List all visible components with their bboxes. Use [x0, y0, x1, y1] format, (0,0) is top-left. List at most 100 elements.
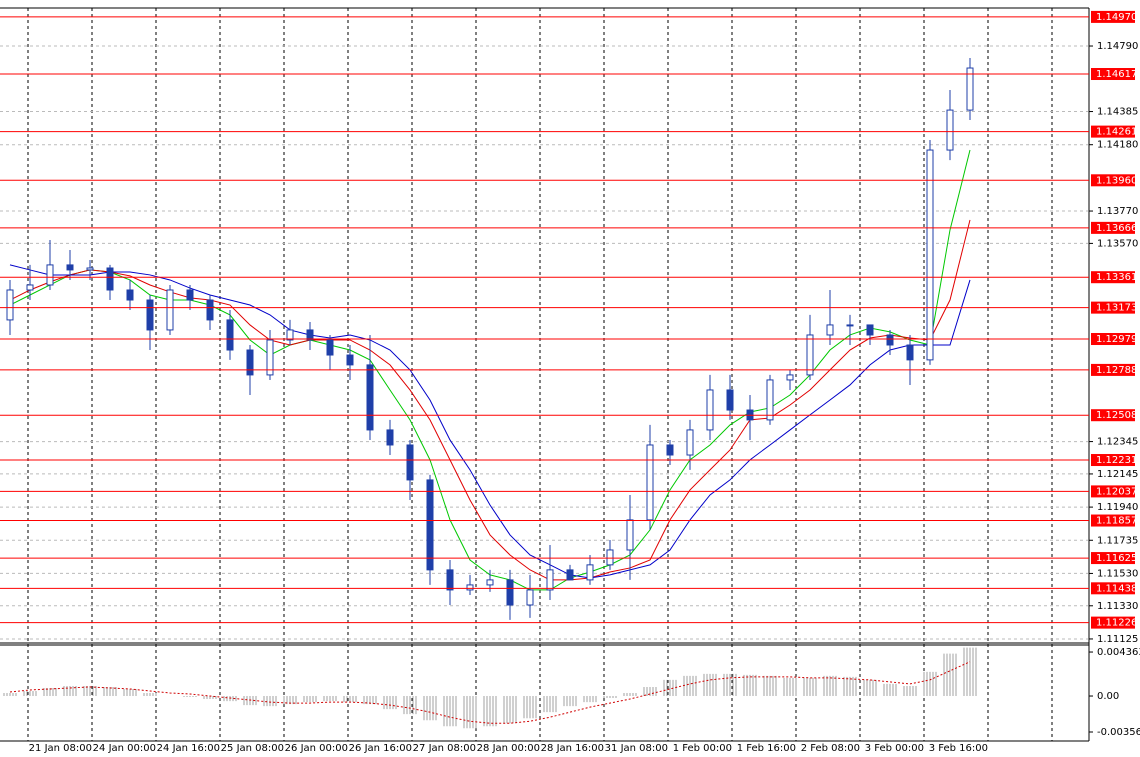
candle-body [166, 289, 174, 331]
osc-tick-label: 0.004363 [1097, 647, 1140, 658]
candle-body [226, 319, 234, 351]
level-label: 1.12508 [1096, 410, 1137, 421]
candle-body [826, 324, 834, 336]
x-tick-label: 24 Jan 00:00 [93, 743, 156, 754]
candle-body [786, 374, 794, 381]
y-tick-label: 1.14385 [1097, 107, 1138, 118]
candle-body [46, 264, 54, 286]
candle-body [26, 284, 34, 291]
candle-body [6, 289, 14, 321]
level-label-box [1091, 514, 1135, 527]
candle-body [106, 267, 114, 291]
level-label-box [1091, 174, 1135, 187]
y-tick-label: 1.14790 [1097, 41, 1138, 52]
level-label: 1.13960 [1096, 175, 1137, 186]
level-label-box [1091, 333, 1135, 346]
x-tick-label: 21 Jan 08:00 [29, 743, 92, 754]
candle-body [426, 479, 434, 571]
candle-body [246, 349, 254, 376]
x-tick-label: 1 Feb 16:00 [737, 743, 796, 754]
level-label-box [1091, 125, 1135, 138]
level-label: 1.14261 [1096, 127, 1137, 138]
level-label: 1.12037 [1096, 486, 1137, 497]
candle-body [346, 354, 354, 366]
candle-body [886, 334, 894, 346]
candle-body [706, 389, 714, 431]
x-tick-label: 28 Jan 16:00 [541, 743, 604, 754]
candle-body [266, 339, 274, 376]
candle-body [526, 589, 534, 606]
candle-body [326, 339, 334, 356]
candle-body [946, 109, 954, 151]
level-label-box [1091, 454, 1135, 467]
level-label: 1.12231 [1096, 455, 1137, 466]
level-label-box [1091, 409, 1135, 422]
candle-body [386, 429, 394, 446]
y-tick-label: 1.11940 [1097, 502, 1138, 513]
level-label-box [1091, 485, 1135, 498]
level-label-box [1091, 221, 1135, 234]
y-tick-label: 1.11330 [1097, 601, 1138, 612]
candle-body [406, 444, 414, 481]
x-tick-label: 1 Feb 00:00 [673, 743, 732, 754]
level-label: 1.13173 [1096, 303, 1137, 314]
x-tick-label: 24 Jan 16:00 [157, 743, 220, 754]
candle-body [906, 344, 914, 361]
candle-body [866, 324, 874, 336]
osc-tick-label: -0.003568 [1097, 727, 1140, 738]
x-tick-label: 26 Jan 16:00 [349, 743, 412, 754]
y-tick-label: 1.11125 [1097, 634, 1138, 645]
signal-line [9, 661, 971, 724]
y-tick-label: 1.12145 [1097, 469, 1138, 480]
level-label: 1.11625 [1096, 553, 1137, 564]
candle-body [646, 444, 654, 521]
x-tick-label: 26 Jan 00:00 [285, 743, 348, 754]
candle-body [606, 549, 614, 566]
level-label-box [1091, 582, 1135, 595]
level-label: 1.12788 [1096, 365, 1137, 376]
level-label: 1.12979 [1096, 334, 1137, 345]
level-label: 1.14970 [1096, 12, 1137, 23]
candle-body [446, 569, 454, 591]
candle-body [366, 364, 374, 431]
y-tick-label: 1.13770 [1097, 206, 1138, 217]
candle-body [506, 579, 514, 606]
candle-body [206, 299, 214, 321]
x-tick-label: 3 Feb 16:00 [929, 743, 988, 754]
candle-body [806, 334, 814, 376]
level-label-box [1091, 552, 1135, 565]
level-label: 1.11438 [1096, 583, 1137, 594]
candle-body [186, 289, 194, 301]
candle-body [926, 149, 934, 361]
x-tick-label: 27 Jan 08:00 [413, 743, 476, 754]
x-tick-label: 25 Jan 08:00 [221, 743, 284, 754]
candle-body [686, 429, 694, 456]
level-label-box [1091, 10, 1135, 23]
candle-body [586, 564, 594, 581]
x-tick-label: 2 Feb 08:00 [801, 743, 860, 754]
candle-body [766, 379, 774, 421]
level-label: 1.11226 [1096, 618, 1137, 629]
candle-body [846, 324, 854, 327]
level-label: 1.13666 [1096, 223, 1137, 234]
level-label-box [1091, 68, 1135, 81]
y-tick-label: 1.14180 [1097, 140, 1138, 151]
candle-body [966, 67, 974, 111]
level-label: 1.11857 [1096, 516, 1137, 527]
level-label-box [1091, 616, 1135, 629]
candle-body [626, 519, 634, 551]
x-tick-label: 3 Feb 00:00 [865, 743, 924, 754]
level-label-box [1091, 271, 1135, 284]
candle-body [566, 569, 574, 581]
x-tick-label: 31 Jan 08:00 [605, 743, 668, 754]
y-tick-label: 1.13570 [1097, 238, 1138, 249]
candle-body [306, 329, 314, 341]
candle-body [86, 267, 94, 271]
candle-body [726, 389, 734, 411]
candle-body [486, 579, 494, 586]
candle-body [286, 329, 294, 341]
y-tick-label: 1.12345 [1097, 437, 1138, 448]
candle-body [466, 584, 474, 591]
level-label: 1.14617 [1096, 69, 1137, 80]
